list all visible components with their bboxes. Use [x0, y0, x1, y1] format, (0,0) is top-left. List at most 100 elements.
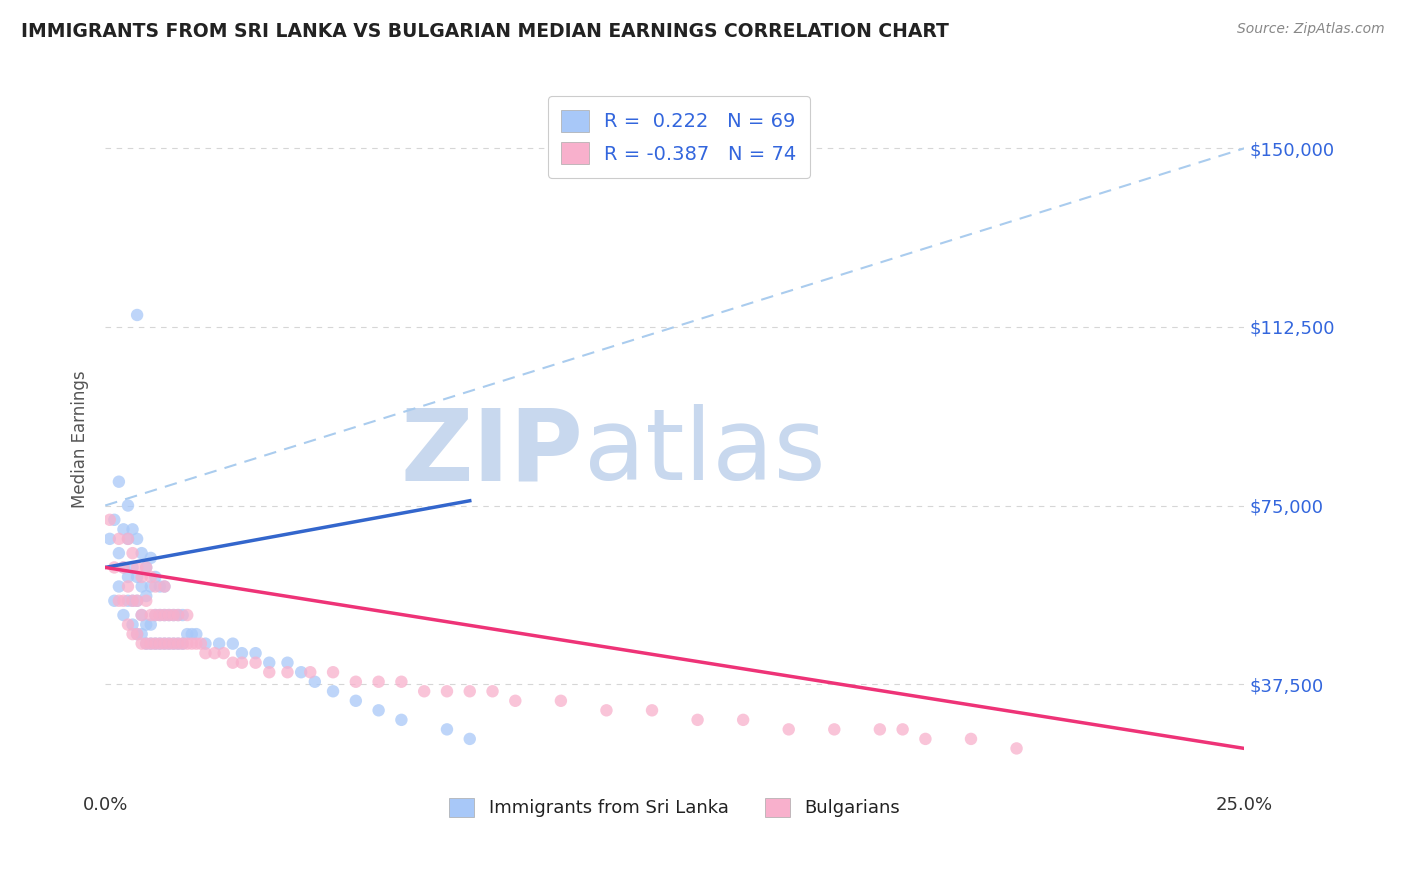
- Point: [222, 637, 245, 651]
- Point: [290, 665, 312, 680]
- Point: [121, 617, 143, 632]
- Point: [204, 646, 226, 660]
- Point: [157, 637, 180, 651]
- Point: [112, 560, 135, 574]
- Point: [344, 674, 367, 689]
- Point: [131, 637, 153, 651]
- Legend: Immigrants from Sri Lanka, Bulgarians: Immigrants from Sri Lanka, Bulgarians: [441, 791, 908, 824]
- Point: [157, 608, 180, 623]
- Point: [131, 546, 153, 560]
- Point: [436, 723, 458, 737]
- Point: [127, 594, 149, 608]
- Point: [139, 617, 162, 632]
- Point: [322, 665, 344, 680]
- Point: [180, 637, 202, 651]
- Point: [367, 674, 389, 689]
- Point: [143, 637, 166, 651]
- Point: [389, 713, 412, 727]
- Point: [180, 627, 202, 641]
- Point: [127, 627, 149, 641]
- Point: [222, 656, 245, 670]
- Point: [157, 637, 180, 651]
- Point: [112, 560, 135, 574]
- Point: [127, 627, 149, 641]
- Point: [121, 546, 143, 560]
- Point: [121, 627, 143, 641]
- Point: [190, 637, 212, 651]
- Point: [245, 656, 267, 670]
- Point: [458, 684, 481, 698]
- Point: [112, 594, 135, 608]
- Point: [162, 608, 184, 623]
- Point: [167, 608, 190, 623]
- Point: [139, 550, 162, 565]
- Point: [389, 674, 412, 689]
- Point: [139, 579, 162, 593]
- Point: [276, 665, 298, 680]
- Point: [127, 570, 149, 584]
- Point: [194, 646, 217, 660]
- Point: [891, 723, 914, 737]
- Point: [131, 608, 153, 623]
- Point: [108, 546, 131, 560]
- Point: [505, 694, 527, 708]
- Point: [641, 703, 664, 717]
- Point: [153, 579, 176, 593]
- Point: [162, 608, 184, 623]
- Point: [117, 570, 139, 584]
- Point: [131, 579, 153, 593]
- Point: [135, 637, 157, 651]
- Point: [139, 570, 162, 584]
- Point: [172, 637, 194, 651]
- Point: [157, 608, 180, 623]
- Text: IMMIGRANTS FROM SRI LANKA VS BULGARIAN MEDIAN EARNINGS CORRELATION CHART: IMMIGRANTS FROM SRI LANKA VS BULGARIAN M…: [21, 22, 949, 41]
- Point: [259, 665, 281, 680]
- Point: [733, 713, 755, 727]
- Point: [167, 637, 190, 651]
- Point: [245, 646, 267, 660]
- Point: [208, 637, 231, 651]
- Point: [149, 637, 172, 651]
- Point: [172, 637, 194, 651]
- Point: [135, 617, 157, 632]
- Point: [112, 522, 135, 536]
- Point: [960, 731, 983, 746]
- Point: [186, 627, 208, 641]
- Point: [231, 646, 253, 660]
- Point: [176, 637, 198, 651]
- Point: [117, 499, 139, 513]
- Point: [117, 617, 139, 632]
- Point: [131, 570, 153, 584]
- Point: [143, 570, 166, 584]
- Point: [153, 579, 176, 593]
- Point: [108, 532, 131, 546]
- Point: [413, 684, 436, 698]
- Point: [117, 594, 139, 608]
- Point: [153, 608, 176, 623]
- Point: [458, 731, 481, 746]
- Point: [595, 703, 617, 717]
- Point: [186, 637, 208, 651]
- Point: [135, 589, 157, 603]
- Point: [121, 594, 143, 608]
- Point: [194, 637, 217, 651]
- Point: [143, 608, 166, 623]
- Point: [103, 560, 125, 574]
- Point: [367, 703, 389, 717]
- Text: ZIP: ZIP: [401, 404, 583, 501]
- Point: [276, 656, 298, 670]
- Point: [172, 608, 194, 623]
- Point: [117, 579, 139, 593]
- Point: [550, 694, 572, 708]
- Point: [322, 684, 344, 698]
- Point: [98, 513, 121, 527]
- Point: [98, 532, 121, 546]
- Point: [231, 656, 253, 670]
- Point: [108, 594, 131, 608]
- Y-axis label: Median Earnings: Median Earnings: [72, 370, 89, 508]
- Point: [481, 684, 503, 698]
- Point: [103, 594, 125, 608]
- Point: [153, 637, 176, 651]
- Point: [167, 608, 190, 623]
- Point: [143, 579, 166, 593]
